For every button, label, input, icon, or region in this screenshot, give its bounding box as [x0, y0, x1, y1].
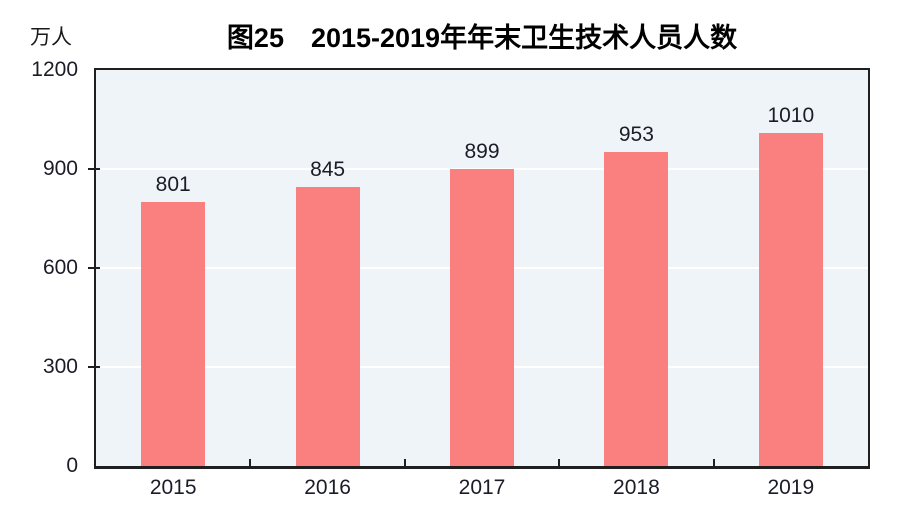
x-tick-mark-3 — [558, 459, 561, 466]
y-tick-mark-600 — [88, 267, 100, 269]
chart-title: 图25 2015-2019年年末卫生技术人员人数 — [226, 23, 738, 53]
plot-area: 801 845 899 953 1010 — [88, 68, 870, 469]
bar-2016 — [295, 187, 360, 466]
bar-value-label-2018: 953 — [618, 122, 654, 146]
bar-2018 — [604, 151, 669, 466]
x-axis-tick-label-2019: 2019 — [767, 476, 815, 499]
x-tick-mark-2 — [403, 459, 406, 466]
x-tick-mark-4 — [712, 459, 715, 466]
y-axis-tick-label-600: 600 — [42, 256, 78, 279]
bar-2017 — [450, 169, 514, 466]
y-axis-tick-label-300: 300 — [42, 355, 78, 378]
x-axis-tick-label-2018: 2018 — [613, 476, 660, 499]
bar-value-label-2017: 899 — [464, 140, 500, 164]
bar-value-label-2015: 801 — [155, 172, 191, 196]
y-axis-tick-label-0: 0 — [66, 454, 78, 477]
x-axis-tick-label-2017: 2017 — [458, 476, 506, 499]
y-tick-mark-900 — [88, 168, 100, 170]
bar-value-label-2016: 845 — [310, 158, 346, 182]
bar-2015 — [141, 201, 206, 466]
gridline-y-900 — [96, 168, 868, 170]
bar-value-label-2019: 1010 — [767, 103, 815, 127]
x-tick-mark-1 — [249, 459, 252, 466]
y-axis-unit-label: 万人 — [30, 26, 72, 49]
x-axis-tick-label-2015: 2015 — [149, 476, 197, 499]
bar-2019 — [758, 132, 823, 466]
y-tick-mark-300 — [88, 366, 100, 368]
x-axis-tick-label-2016: 2016 — [304, 476, 351, 499]
y-axis-tick-label-1200: 1200 — [31, 58, 78, 81]
y-axis-tick-label-900: 900 — [42, 157, 78, 180]
